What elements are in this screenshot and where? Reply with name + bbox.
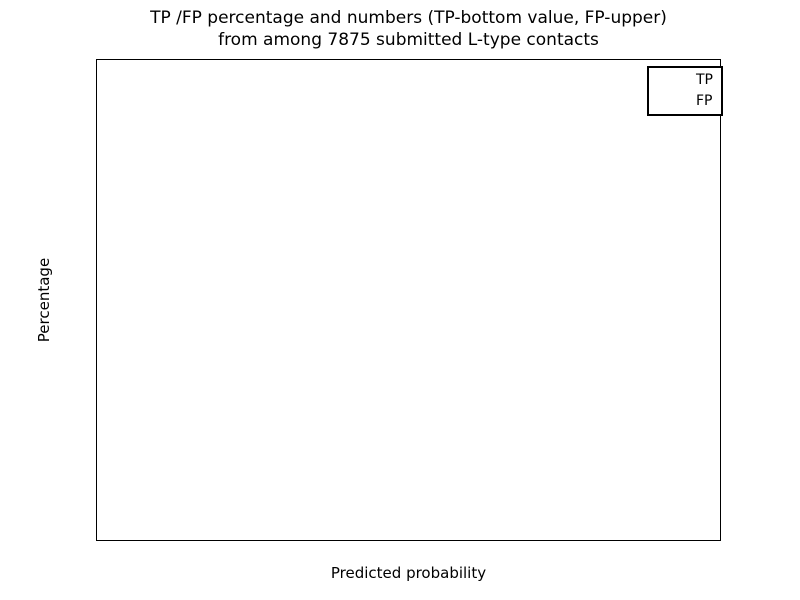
fp-legend-label: FP (696, 93, 713, 109)
fp-legend-swatch (657, 96, 687, 107)
tp-legend-swatch (657, 75, 687, 86)
x-axis-label: Predicted probability (330, 564, 487, 582)
tp-legend-label: TP (696, 72, 713, 88)
chart-title-line1: TP /FP percentage and numbers (TP-bottom… (150, 8, 667, 28)
chart-title-line2: from among 7875 submitted L-type contact… (218, 30, 599, 50)
legend-entry-fp: FP (657, 94, 713, 109)
plot-area (96, 59, 721, 541)
legend-entry-tp: TP (657, 73, 713, 88)
legend: TP FP (647, 66, 723, 116)
y-axis-label: Percentage (35, 257, 53, 343)
chart-title: TP /FP percentage and numbers (TP-bottom… (97, 7, 720, 51)
